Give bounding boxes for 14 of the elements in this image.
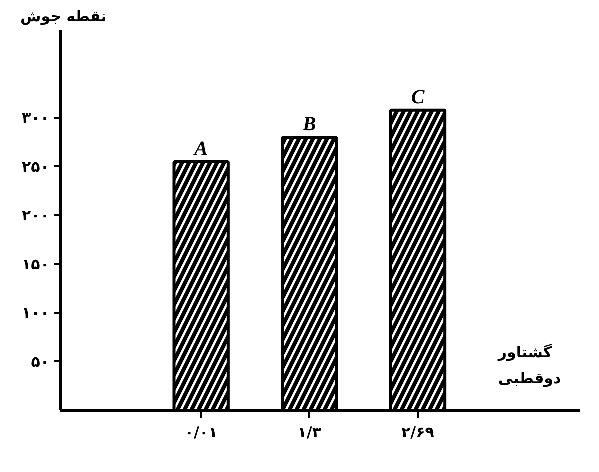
y-tick-label: ۱۵۰ — [22, 255, 50, 274]
y-tick-label: ۲۰۰ — [22, 206, 50, 225]
x-tick-label: ۰/۰۱ — [184, 424, 218, 442]
y-tick-label: ۳۰۰ — [22, 109, 50, 128]
annotation: B — [302, 114, 316, 136]
x-tick-label: ۱/۳ — [298, 424, 322, 442]
y-tick-label: ۲۵۰ — [22, 158, 50, 176]
annotation: A — [192, 138, 208, 160]
annotation: C — [411, 86, 426, 108]
y-tick-label: ۱۰۰ — [22, 304, 50, 322]
x-axis-title: گشتاور دوقطبی — [497, 344, 562, 388]
y-axis-title: نقطه جوش — [20, 8, 107, 26]
x-tick-label: ۲/۶۹ — [402, 424, 434, 442]
y-tick-label: ۵۰ — [31, 352, 50, 371]
